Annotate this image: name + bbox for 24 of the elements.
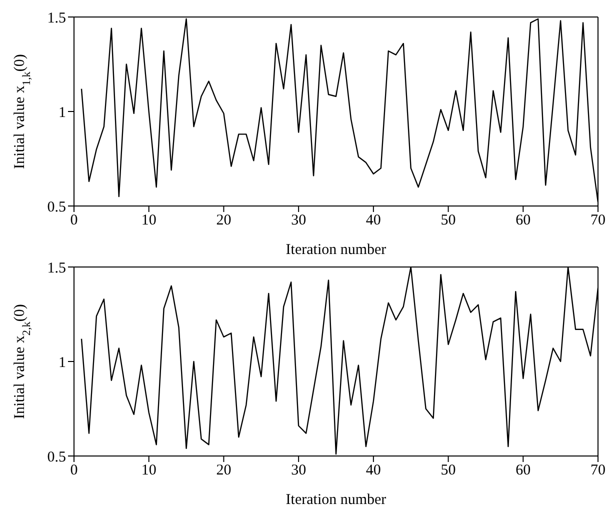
x-tick-label: 70 [590,462,606,479]
y-tick-label: 1.5 [47,10,66,26]
x-tick-label: 40 [366,212,381,229]
x-tick-label: 0 [70,462,78,479]
x-tick-label: 50 [440,212,456,229]
y-tick-label: 1 [58,104,66,121]
x-tick-label: 40 [366,462,381,479]
x-axis-title: Iteration number [286,242,386,258]
y-tick-label: 0.5 [47,199,66,216]
x-tick-label: 20 [216,212,232,229]
x-tick-label: 50 [440,462,456,479]
x-tick-label: 10 [141,212,156,229]
y-tick-label: 0.5 [47,449,66,466]
x-tick-label: 70 [590,212,606,229]
y-tick-label: 1.5 [47,260,66,276]
x-axis-title: Iteration number [286,492,386,508]
x-tick-label: 30 [291,462,306,479]
x-tick-label: 20 [216,462,232,479]
y-tick-label: 1 [58,354,66,371]
x-tick-label: 10 [141,462,156,479]
x-tick-label: 60 [516,462,531,479]
x-tick-label: 30 [291,212,306,229]
x-tick-label: 60 [516,212,531,229]
x-tick-label: 0 [70,212,78,229]
